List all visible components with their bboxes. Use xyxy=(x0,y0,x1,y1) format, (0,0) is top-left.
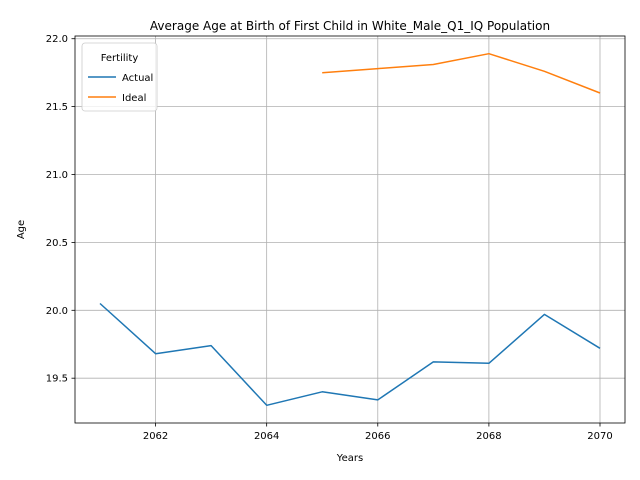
y-tick-label: 19.5 xyxy=(46,374,68,385)
legend-title: Fertility xyxy=(101,53,139,64)
y-tick-label: 21.5 xyxy=(46,102,68,113)
y-tick-label: 20.5 xyxy=(46,238,68,249)
y-tick-label: 22.0 xyxy=(46,34,68,45)
legend-label-actual: Actual xyxy=(122,73,153,84)
x-tick-label: 2066 xyxy=(365,431,390,442)
legend: Fertility Actual Ideal xyxy=(82,43,157,111)
x-tick-label: 2068 xyxy=(476,431,501,442)
y-axis-label: Age xyxy=(16,220,27,239)
x-axis-label: Years xyxy=(336,453,363,464)
x-tick-label: 2070 xyxy=(587,431,612,442)
y-tick-label: 21.0 xyxy=(46,170,68,181)
legend-label-ideal: Ideal xyxy=(122,93,146,104)
x-tick-label: 2064 xyxy=(254,431,279,442)
chart-title: Average Age at Birth of First Child in W… xyxy=(150,19,550,33)
x-tick-label: 2062 xyxy=(143,431,168,442)
y-tick-label: 20.0 xyxy=(46,306,68,317)
